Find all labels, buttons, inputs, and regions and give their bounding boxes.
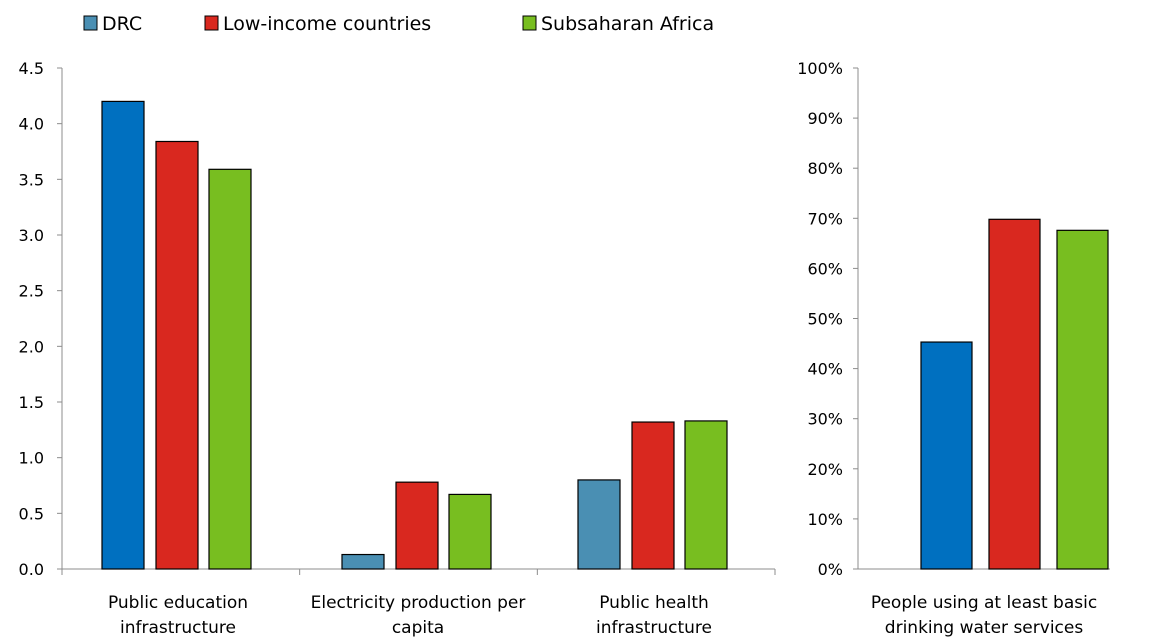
y-tick-label-1-9: 90% xyxy=(807,109,843,128)
y-tick-label-0-9: 4.5 xyxy=(19,59,44,78)
x-category-label-0-0-0: Public education xyxy=(108,593,248,613)
y-tick-label-0-1: 0.5 xyxy=(19,504,44,523)
x-category-label-1-0-0: People using at least basic xyxy=(871,593,1097,613)
bar-1-0-0 xyxy=(920,341,973,570)
bar-1-1-0 xyxy=(988,218,1041,570)
bar-0-0-2 xyxy=(577,479,621,570)
legend-swatch-1 xyxy=(204,15,219,31)
y-tick-label-1-5: 50% xyxy=(807,310,843,329)
x-category-label-0-1-0: Electricity production per xyxy=(311,593,526,613)
y-tick-label-0-7: 3.5 xyxy=(19,170,44,189)
y-tick-label-1-3: 30% xyxy=(807,410,843,429)
bar-0-1-0 xyxy=(155,140,199,570)
bar-0-2-1 xyxy=(448,493,492,570)
legend-swatch-0 xyxy=(83,15,98,31)
bar-0-0-0 xyxy=(101,100,145,570)
y-tick-label-1-8: 80% xyxy=(807,159,843,178)
y-tick-label-0-0: 0.0 xyxy=(19,560,44,579)
y-tick-label-0-2: 1.0 xyxy=(19,449,44,468)
x-category-label-0-1-1: capita xyxy=(392,618,444,637)
y-tick-label-1-0: 0% xyxy=(818,560,843,579)
y-tick-label-1-7: 70% xyxy=(807,209,843,228)
x-category-label-0-2-1: infrastructure xyxy=(596,618,712,637)
bar-0-2-0 xyxy=(208,168,252,570)
x-category-label-0-0-1: infrastructure xyxy=(120,618,236,637)
legend-swatch-2 xyxy=(522,15,537,31)
y-tick-label-1-6: 60% xyxy=(807,259,843,278)
bar-1-2-0 xyxy=(1056,229,1109,570)
y-tick-label-0-5: 2.5 xyxy=(19,282,44,301)
bar-0-1-2 xyxy=(631,421,675,570)
y-tick-label-0-8: 4.0 xyxy=(19,115,44,134)
legend-label-2: Subsaharan Africa xyxy=(541,13,714,35)
y-tick-label-1-4: 40% xyxy=(807,360,843,379)
bar-0-2-2 xyxy=(684,420,728,570)
y-tick-label-1-10: 100% xyxy=(797,59,843,78)
x-category-label-0-2-0: Public health xyxy=(599,593,709,613)
legend-label-1: Low-income countries xyxy=(223,13,431,35)
y-tick-label-0-4: 2.0 xyxy=(19,337,44,356)
bar-0-1-1 xyxy=(395,481,439,570)
x-category-label-1-0-1: drinking water services xyxy=(885,618,1084,637)
legend-label-0: DRC xyxy=(102,13,142,35)
y-tick-label-1-2: 20% xyxy=(807,460,843,479)
y-tick-label-1-1: 10% xyxy=(807,510,843,529)
bar-0-0-1 xyxy=(341,553,385,570)
y-tick-label-0-6: 3.0 xyxy=(19,226,44,245)
y-tick-label-0-3: 1.5 xyxy=(19,393,44,412)
